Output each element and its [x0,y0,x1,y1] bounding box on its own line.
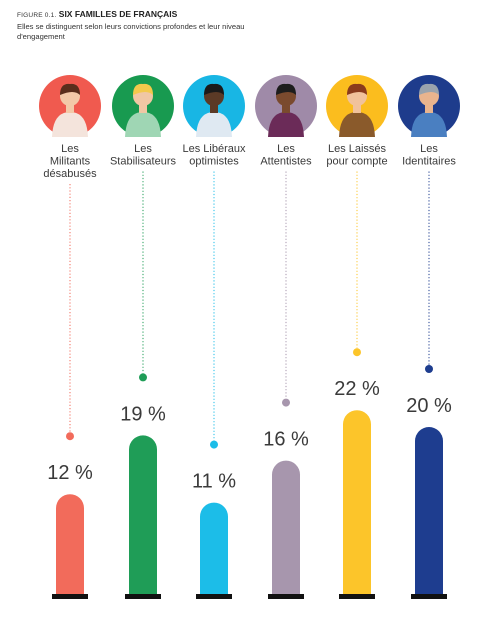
bar-base [52,594,88,599]
value-label: 12 % [47,462,93,484]
militant-person-icon [52,83,88,137]
bar-base [196,594,232,599]
bar-group: Les Identitaires 20 % [398,75,460,599]
laisse-person-icon [339,83,375,137]
category-label-line: Les Laissés [328,143,387,155]
bar [415,427,443,595]
bar [56,494,84,595]
bar-group: Les Libéraux optimistes 11 % [183,75,246,599]
bar-group: Les Attentistes 16 % [255,75,317,599]
value-label: 16 % [263,429,309,451]
category-label: Les Identitaires [402,143,456,168]
category-label-line: Les [61,143,79,155]
identitaire-person-icon [411,83,447,137]
category-label-line: pour compte [326,156,387,168]
bar-base [339,594,375,599]
value-dot [353,348,361,357]
bar-base [411,594,447,599]
figure-subtitle: Elles se distinguent selon leurs convict… [17,22,245,41]
category-label-line: Militants [50,156,91,168]
category-label-line: désabusés [43,168,97,180]
category-label: Les Libéraux optimistes [183,143,246,168]
value-label: 22 % [334,378,380,400]
category-label: Les Laissés pour compte [326,143,387,168]
liberal-person-icon [196,83,232,137]
value-label: 19 % [120,403,166,425]
bar [343,410,372,595]
bar [200,502,228,595]
category-label: Les Stabilisateurs [110,143,177,168]
category-label-line: Les Libéraux [183,143,246,155]
figure-title: SIX FAMILLES DE FRANÇAIS [58,9,178,19]
category-label-line: Attentistes [260,156,312,168]
value-dot [66,432,74,441]
bar-base [268,594,304,599]
figure-number: FIGURE 0.1. [17,12,57,19]
bar [129,435,157,595]
value-label: 20 % [406,395,452,417]
bar [272,460,300,595]
bar-group: Les Stabilisateurs 19 % [110,75,177,599]
figure-header: FIGURE 0.1. SIX FAMILLES DE FRANÇAIS Ell… [17,9,247,41]
category-label-line: Identitaires [402,156,456,168]
category-label: Les Attentistes [260,143,312,168]
bar-group: Les Militants désabusés 12 % [39,75,101,599]
bar-base [125,594,161,599]
category-label-line: Les [420,143,438,155]
value-dot [210,440,218,449]
category-label-line: Stabilisateurs [110,156,177,168]
category-label: Les Militants désabusés [43,143,97,180]
value-dot [139,373,147,382]
attentiste-person-icon [268,83,304,137]
value-dot [425,365,433,373]
category-label-line: optimistes [189,156,239,168]
value-dot [282,398,290,407]
category-label-line: Les [134,143,152,155]
value-label: 11 % [192,471,236,493]
figure-heading: FIGURE 0.1. SIX FAMILLES DE FRANÇAIS [17,9,247,21]
category-label-line: Les [277,143,295,155]
bar-group: Les Laissés pour compte 22 % [326,75,388,599]
stabilisateur-person-icon [125,83,161,137]
